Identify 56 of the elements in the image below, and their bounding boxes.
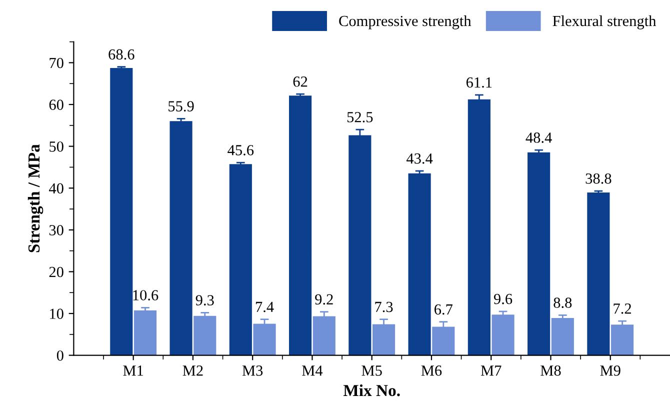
- bar: [194, 316, 216, 356]
- data-label: 9.2: [315, 294, 333, 305]
- x-tick-label: M1: [123, 366, 144, 376]
- y-tick-label: 20: [49, 266, 64, 278]
- y-tick-label: 30: [49, 225, 64, 236]
- y-axis-title: Strength / MPa: [28, 144, 44, 252]
- y-tick-label: 0: [56, 350, 64, 361]
- bar: [492, 314, 514, 356]
- bar: [551, 318, 574, 356]
- data-label: 43.4: [406, 153, 433, 164]
- data-label: 9.6: [494, 294, 512, 304]
- data-label: 7.3: [375, 302, 393, 312]
- data-label: 61.1: [466, 77, 492, 88]
- bar: [229, 164, 252, 356]
- x-tick-label: M4: [302, 366, 323, 376]
- data-label: 48.4: [526, 132, 552, 143]
- bar: [587, 192, 610, 356]
- bar: [289, 96, 312, 356]
- data-label: 68.6: [108, 49, 134, 60]
- y-tick-label: 70: [50, 58, 64, 68]
- data-label: 38.8: [586, 173, 612, 184]
- bar: [372, 324, 396, 356]
- bar: [611, 324, 634, 356]
- legend-label: Compressive strength: [339, 15, 472, 30]
- y-tick-label: 60: [49, 100, 64, 110]
- x-tick-label: M8: [540, 365, 561, 376]
- x-tick-label: M6: [421, 366, 442, 376]
- x-tick-label: M3: [242, 366, 263, 376]
- data-label: 6.7: [434, 304, 453, 315]
- data-label: 55.9: [168, 101, 194, 112]
- data-label: 52.5: [347, 112, 373, 122]
- data-label: 9.3: [196, 295, 214, 306]
- x-tick-label: M9: [600, 366, 620, 376]
- x-tick-label: M2: [182, 366, 203, 376]
- data-label: 7.4: [256, 302, 274, 312]
- legend-label: Flexural strength: [552, 15, 656, 30]
- data-label: 62: [293, 76, 308, 87]
- y-tick-label: 50: [50, 141, 64, 152]
- bar: [110, 68, 133, 356]
- bar: [253, 324, 276, 356]
- bar: [432, 326, 455, 356]
- x-tick-label: M7: [480, 366, 502, 376]
- bar: [528, 152, 550, 356]
- data-label: 45.6: [228, 145, 254, 156]
- data-label: 7.2: [614, 303, 631, 314]
- data-label: 10.6: [133, 290, 158, 300]
- y-tick-label: 10: [50, 308, 64, 319]
- x-tick-label: M5: [362, 366, 382, 376]
- y-tick-label: 40: [49, 183, 64, 194]
- bar: [408, 173, 431, 356]
- bar: [468, 99, 490, 356]
- x-axis-title: Mix No.: [343, 384, 400, 396]
- bar: [312, 316, 336, 356]
- bar: [170, 121, 192, 356]
- bar: [134, 310, 157, 356]
- data-label: 8.8: [554, 298, 572, 308]
